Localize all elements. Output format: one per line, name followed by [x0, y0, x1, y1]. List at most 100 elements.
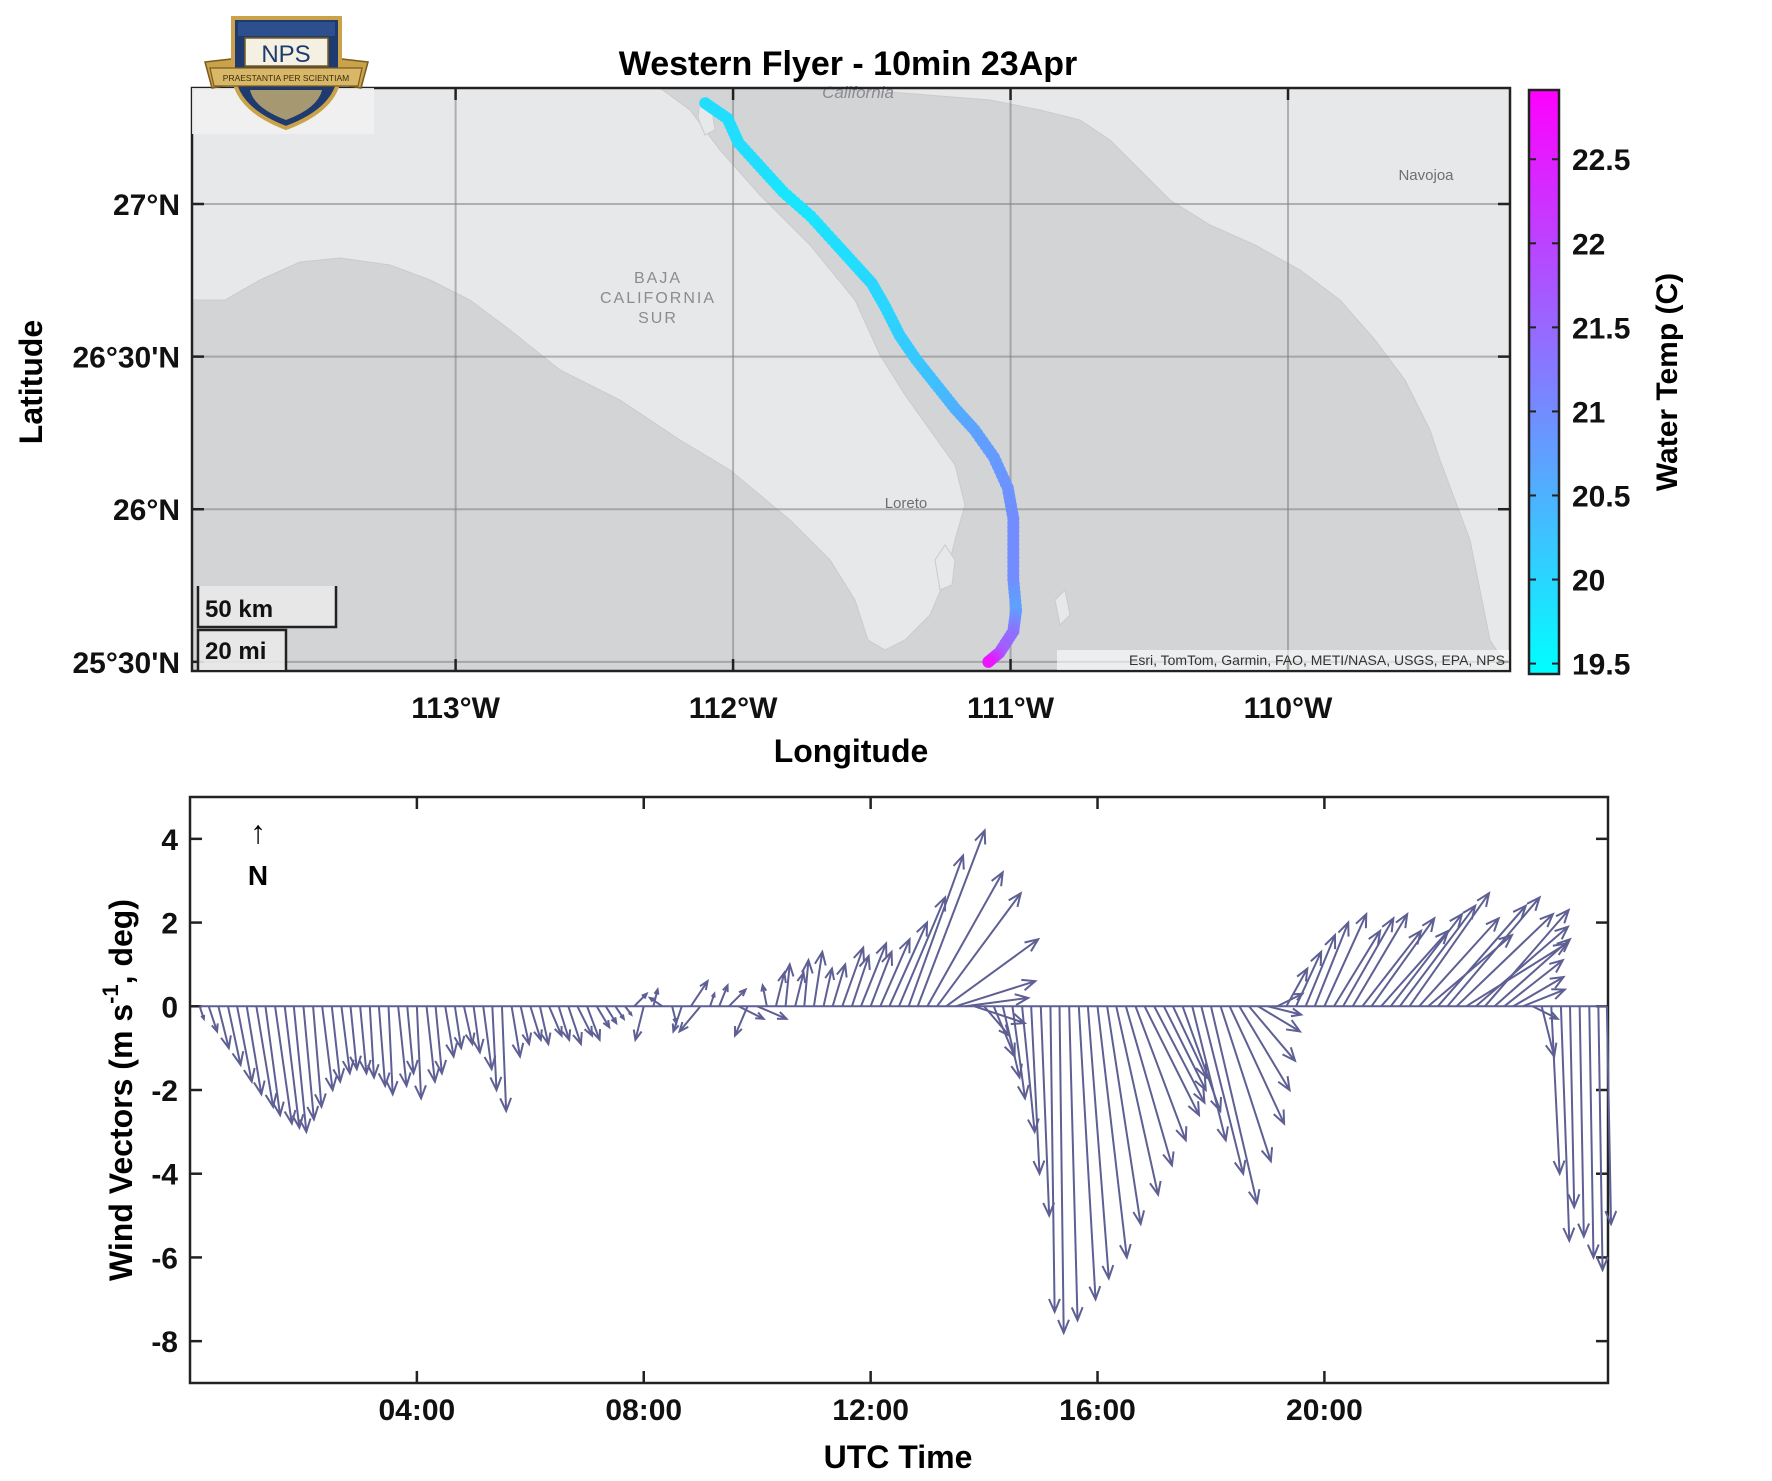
- wind-vector-shaft: [1267, 1005, 1302, 1016]
- wind-vector-head: [253, 1080, 266, 1097]
- wind-vector-116: [1295, 949, 1323, 1007]
- track-point: [982, 655, 995, 668]
- wind-vector-head: [1554, 925, 1570, 940]
- wind-vector-shaft: [965, 996, 1029, 1008]
- wind-xtick-label-0: 04:00: [379, 1394, 456, 1427]
- wind-vector-19: [377, 1006, 391, 1089]
- wind-vector-109: [1228, 1005, 1286, 1126]
- wind-vector-head: [332, 1067, 346, 1085]
- wind-vector-shaft: [671, 1006, 678, 1024]
- wind-vector-108: [1219, 1005, 1274, 1164]
- map-panel: Western Flyer - 10min 23Apr BAJA CALIFOR…: [13, 45, 1684, 769]
- wind-vector-33: [510, 1006, 525, 1060]
- wind-vector-shaft: [330, 1006, 342, 1082]
- wind-vector-43: [604, 1005, 618, 1026]
- wind-vector-101: [1153, 1005, 1206, 1105]
- wind-vector-head: [1260, 1147, 1274, 1164]
- wind-vector-head: [445, 1042, 458, 1060]
- scalebar-mi-label: 20 mi: [205, 638, 266, 665]
- wind-vector-14: [330, 1006, 346, 1085]
- wind-vector-head: [264, 1092, 278, 1110]
- scalebar-km-label: 50 km: [205, 596, 273, 623]
- wind-vector-25: [434, 1006, 448, 1076]
- wind-vector-shaft: [1172, 1005, 1208, 1078]
- wind-vector-111: [1248, 1005, 1297, 1063]
- wind-vector-shaft: [841, 947, 865, 1007]
- wind-ylabel: Wind Vectors (m s-1, deg): [98, 899, 139, 1281]
- wind-vector-head: [677, 1021, 689, 1034]
- wind-vector-head: [243, 1067, 256, 1085]
- wind-vector-head: [554, 1026, 563, 1038]
- map-longitude-ticks: 113°W 112°W 111°W 110°W: [411, 88, 1333, 725]
- wind-vector-head: [916, 920, 929, 937]
- wind-vector-102: [1162, 1005, 1207, 1093]
- wind-vector-shaft: [1058, 1006, 1065, 1333]
- wind-vector-133: [1455, 912, 1555, 1008]
- wind-vector-shaft: [340, 1006, 351, 1074]
- wind-vector-shaft: [1446, 896, 1541, 1007]
- wind-vector-head: [1395, 911, 1409, 929]
- label-baja-2: CALIFORNIA: [600, 290, 716, 307]
- wind-vector-72: [879, 936, 911, 1007]
- wind-vector-shaft: [1115, 1006, 1160, 1195]
- label-baja-3: SUR: [638, 310, 678, 327]
- wind-axis-ticks: 04:00 08:00 12:00 16:00 20:00 4 2 0 -2 -4 -6 -8: [151, 797, 1608, 1427]
- wind-vector-18: [366, 1006, 380, 1081]
- wind-vector-shaft: [1522, 988, 1566, 1008]
- wind-vector-97: [1115, 1006, 1162, 1198]
- wind-vector-shaft: [519, 1006, 531, 1045]
- wind-vector-shaft: [1219, 1005, 1272, 1162]
- wind-vector-shaft: [850, 955, 870, 1007]
- wind-vector-shaft: [1001, 1006, 1021, 1078]
- wind-vector-40: [576, 1005, 594, 1038]
- wind-vector-shaft: [567, 1005, 582, 1045]
- label-baja-1: BAJA: [634, 270, 682, 287]
- wind-vector-head: [1567, 1193, 1581, 1210]
- wind-vector-44: [614, 1005, 626, 1021]
- wind-vector-shaft: [321, 1006, 334, 1091]
- wind-vector-62: [782, 961, 795, 1007]
- wind-vector-99: [1134, 1005, 1188, 1143]
- wind-vector-shaft: [1285, 968, 1309, 1007]
- wind-vector-shaft: [860, 943, 888, 1007]
- wind-vector-52: [690, 979, 710, 1007]
- logo-text: NPS: [261, 41, 310, 68]
- wind-vector-shaft: [1437, 905, 1527, 1007]
- wind-vector-head: [306, 1105, 320, 1122]
- wind-vector-36: [538, 1006, 552, 1047]
- wind-vector-head: [1555, 908, 1571, 924]
- wind-vector-head: [341, 1059, 355, 1076]
- wind-vector-head: [1421, 916, 1436, 933]
- wind-vector-131: [1437, 903, 1528, 1007]
- scale-bar: 50 km 20 mi: [196, 586, 338, 670]
- wind-vector-shaft: [983, 1005, 1010, 1037]
- wind-vector-shaft: [1134, 1005, 1187, 1141]
- wind-vector-head: [1595, 1256, 1609, 1273]
- land-shapes: [191, 87, 1511, 673]
- attribution-box: [1057, 650, 1509, 670]
- colorbar-ticks: 19.5 20 20.5 21 21.5 22 22.5: [1529, 144, 1630, 682]
- map-xtick-label-1: 112°W: [689, 692, 778, 725]
- wind-vector-120: [1333, 928, 1382, 1007]
- wind-vector-head: [628, 1011, 633, 1017]
- wind-vector-head: [540, 1032, 552, 1047]
- wind-vector-shaft: [377, 1006, 387, 1086]
- wind-vector-shaft: [1106, 1006, 1142, 1225]
- wind-xtick-label-2: 12:00: [832, 1394, 909, 1427]
- wind-vector-head: [1119, 1243, 1132, 1260]
- wind-vector-shaft: [1191, 1006, 1227, 1141]
- wind-vector-head: [291, 1113, 305, 1131]
- wind-vector-head: [211, 1023, 219, 1034]
- north-label: N: [248, 860, 268, 891]
- wind-vector-head: [471, 1038, 485, 1055]
- wind-vector-69: [850, 953, 871, 1007]
- wind-vector-head: [1070, 1306, 1084, 1323]
- wind-xtick-label-1: 08:00: [605, 1394, 682, 1427]
- wind-vector-head: [349, 1055, 362, 1072]
- wind-vector-shaft: [472, 1006, 481, 1053]
- wind-vector-81: [965, 993, 1031, 1008]
- wind-vector-shaft: [1068, 1006, 1079, 1321]
- wind-vector-77: [926, 870, 1004, 1007]
- wind-vector-24: [425, 1006, 440, 1085]
